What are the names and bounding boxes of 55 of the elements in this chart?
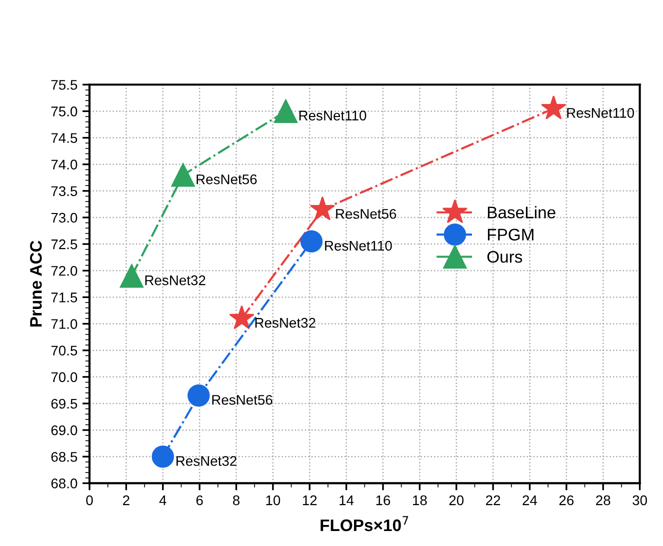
y-tick-label: 70.0	[51, 372, 78, 382]
y-tick-label: 68.0	[51, 478, 78, 488]
x-axis-title: FLOPs×10$^{7}$	[320, 516, 408, 532]
y-tick-label: 75.5	[51, 80, 78, 90]
annotation: ResNet32	[145, 275, 206, 286]
y-tick-label: 69.5	[51, 398, 78, 409]
x-tick-label: 4	[159, 496, 166, 506]
y-tick-label: 72.0	[51, 266, 78, 276]
x-tick-label: 16	[376, 495, 390, 506]
y-tick-label: 71.0	[51, 319, 78, 329]
x-tick-label: 10	[266, 495, 280, 506]
point	[120, 264, 144, 288]
y-tick-label: 74.0	[51, 160, 78, 170]
x-tick-label: 12	[302, 495, 317, 506]
point	[171, 163, 195, 187]
point	[541, 95, 566, 120]
y-tick-label: 68.5	[51, 452, 78, 462]
legend-label: Ours	[487, 250, 522, 263]
y-axis-title: Prune ACC	[30, 240, 42, 326]
y-tick-label: 72.5	[51, 239, 78, 250]
annotation: ResNet56	[196, 174, 257, 184]
legend-label: FPGM	[488, 228, 534, 241]
y-tick-label: 70.5	[51, 346, 78, 356]
x-tick-label: 30	[632, 495, 647, 506]
x-tick-label: 20	[449, 495, 464, 506]
x-tick-label: 0	[86, 495, 93, 506]
y-tick-label: 73.5	[51, 186, 78, 196]
x-tick-label: 28	[596, 495, 610, 506]
annotation: ResNet110	[299, 110, 366, 120]
legend-label: BaseLine	[488, 206, 556, 218]
y-tick-label: 74.5	[51, 133, 78, 143]
annotation: ResNet110	[567, 108, 634, 118]
x-tick-label: 6	[196, 495, 203, 506]
annotation: ResNet32	[255, 318, 316, 328]
x-tick-label: 26	[559, 495, 574, 506]
x-tick-label: 8	[232, 495, 240, 506]
y-tick-label: 75.0	[51, 106, 78, 116]
point	[300, 230, 323, 253]
annotation: ResNet110	[325, 240, 392, 251]
point	[274, 99, 298, 124]
point	[188, 384, 210, 407]
point	[229, 305, 254, 330]
x-tick-label: 24	[522, 495, 538, 506]
x-tick-label: 14	[340, 496, 354, 506]
x-tick-label: 22	[486, 495, 500, 506]
y-tick-label: 73.0	[51, 212, 78, 223]
point	[152, 446, 174, 468]
x-tick-label: 2	[123, 495, 130, 506]
y-tick-label: 69.0	[51, 425, 78, 436]
annotation: ResNet56	[336, 208, 396, 219]
x-tick-label: 18	[413, 495, 427, 506]
y-tick-label: 71.5	[51, 292, 78, 302]
point	[310, 196, 336, 220]
annotation: ResNet32	[176, 456, 236, 466]
annotation: ResNet56	[212, 394, 272, 405]
